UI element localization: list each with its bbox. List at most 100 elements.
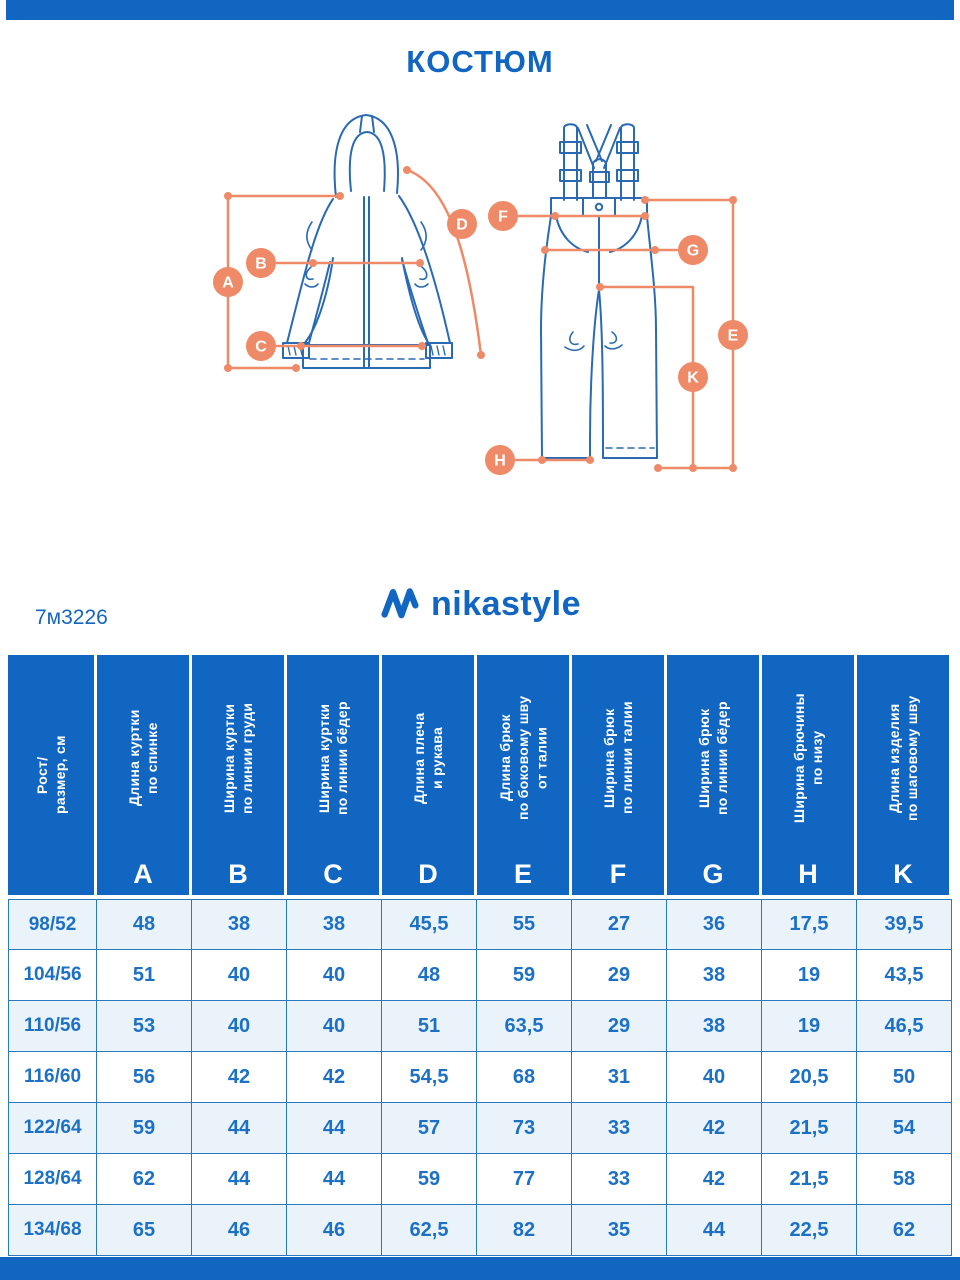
value-cell: 29 [572, 950, 667, 1001]
value-cell: 51 [382, 1001, 477, 1052]
value-cell: 62 [97, 1154, 192, 1205]
header-label: Ширина брюк по линии бёдер [695, 701, 730, 815]
size-cell: 122/64 [8, 1103, 97, 1154]
value-cell: 50 [857, 1052, 952, 1103]
value-cell: 22,5 [762, 1205, 857, 1256]
value-cell: 20,5 [762, 1052, 857, 1103]
value-cell: 59 [97, 1103, 192, 1154]
garment-measurement-diagram: A B C D E F G H K [213, 114, 748, 475]
value-cell: 17,5 [762, 899, 857, 950]
table-header-c: Ширина куртки по линии бёдер C [287, 655, 382, 899]
header-letter: K [893, 859, 913, 889]
value-cell: 21,5 [762, 1154, 857, 1205]
table-header-a: Длина куртки по спинке A [97, 655, 192, 899]
marker-b: B [246, 248, 276, 278]
value-cell: 42 [287, 1052, 382, 1103]
top-accent-bar [6, 0, 954, 20]
header-label: Ширина брючины по низу [790, 693, 825, 823]
header-letter: B [228, 859, 248, 889]
marker-a: A [213, 267, 243, 297]
table-header-d: Длина плеча и рукава D [382, 655, 477, 899]
measurement-markers: A B C D E F G H K [213, 201, 748, 475]
size-cell: 128/64 [8, 1154, 97, 1205]
value-cell: 56 [97, 1052, 192, 1103]
size-cell: 104/56 [8, 950, 97, 1001]
table-header-k: Длина изделия по шаговому шву K [857, 655, 952, 899]
header-letter: G [702, 859, 724, 889]
measurement-dots [224, 166, 737, 472]
header-label-size: Рост/ размер, см [33, 735, 68, 815]
value-cell: 53 [97, 1001, 192, 1052]
value-cell: 55 [477, 899, 572, 950]
value-cell: 19 [762, 1001, 857, 1052]
value-cell: 59 [477, 950, 572, 1001]
value-cell: 40 [287, 1001, 382, 1052]
value-cell: 48 [382, 950, 477, 1001]
value-cell: 44 [287, 1103, 382, 1154]
value-cell: 57 [382, 1103, 477, 1154]
value-cell: 42 [667, 1103, 762, 1154]
header-letter: E [513, 859, 532, 889]
table-header-b: Ширина куртки по линии груди B [192, 655, 287, 899]
brand-name: nikastyle [430, 584, 582, 623]
value-cell: 62,5 [382, 1205, 477, 1256]
value-cell: 19 [762, 950, 857, 1001]
value-cell: 59 [382, 1154, 477, 1205]
marker-k: K [678, 362, 708, 392]
value-cell: 29 [572, 1001, 667, 1052]
header-letter: H [798, 859, 818, 889]
svg-text:K: K [687, 370, 699, 387]
svg-text:A: A [222, 275, 234, 292]
size-table: Рост/ размер, см Длина куртки по спинке … [8, 655, 952, 1256]
value-cell: 44 [287, 1154, 382, 1205]
value-cell: 62 [857, 1205, 952, 1256]
value-cell: 54,5 [382, 1052, 477, 1103]
nikastyle-logo-icon [381, 588, 419, 619]
size-cell: 98/52 [8, 899, 97, 950]
value-cell: 42 [667, 1154, 762, 1205]
svg-text:C: C [255, 339, 267, 356]
value-cell: 38 [192, 899, 287, 950]
value-cell: 27 [572, 899, 667, 950]
value-cell: 58 [857, 1154, 952, 1205]
header-label: Ширина брюк по линии талии [600, 701, 635, 815]
table-header-e: Длина брюк по боковому шву от талии E [477, 655, 572, 899]
value-cell: 46 [287, 1205, 382, 1256]
svg-text:D: D [456, 217, 468, 234]
svg-text:B: B [255, 256, 267, 273]
marker-d: D [447, 209, 477, 239]
jacket-drawing [282, 114, 453, 369]
size-cell: 116/60 [8, 1052, 97, 1103]
value-cell: 73 [477, 1103, 572, 1154]
value-cell: 54 [857, 1103, 952, 1154]
value-cell: 82 [477, 1205, 572, 1256]
table-header-size: Рост/ размер, см [8, 655, 97, 899]
value-cell: 65 [97, 1205, 192, 1256]
header-label: Длина куртки по спинке [125, 709, 160, 807]
marker-e: E [718, 320, 748, 350]
header-letter: D [418, 859, 438, 889]
table-header-h: Ширина брючины по низу H [762, 655, 857, 899]
header-letter: A [133, 859, 153, 889]
article-number: 7м3226 [35, 606, 108, 629]
page-title: КОСТЮМ [406, 44, 554, 79]
marker-f: F [488, 201, 518, 231]
header-label: Длина плеча и рукава [410, 712, 445, 804]
size-cell: 134/68 [8, 1205, 97, 1256]
value-cell: 40 [667, 1052, 762, 1103]
value-cell: 36 [667, 899, 762, 950]
value-cell: 31 [572, 1052, 667, 1103]
header-label: Длина брюк по боковому шву от талии [496, 695, 550, 821]
header-letter: C [323, 859, 343, 889]
bottom-accent-bar [0, 1257, 960, 1280]
header-letter: F [609, 859, 627, 889]
value-cell: 44 [192, 1154, 287, 1205]
marker-h: H [485, 445, 515, 475]
value-cell: 46 [192, 1205, 287, 1256]
value-cell: 51 [97, 950, 192, 1001]
value-cell: 63,5 [477, 1001, 572, 1052]
brand-logo: nikastyle [0, 580, 960, 628]
value-cell: 38 [667, 1001, 762, 1052]
value-cell: 68 [477, 1052, 572, 1103]
value-cell: 77 [477, 1154, 572, 1205]
